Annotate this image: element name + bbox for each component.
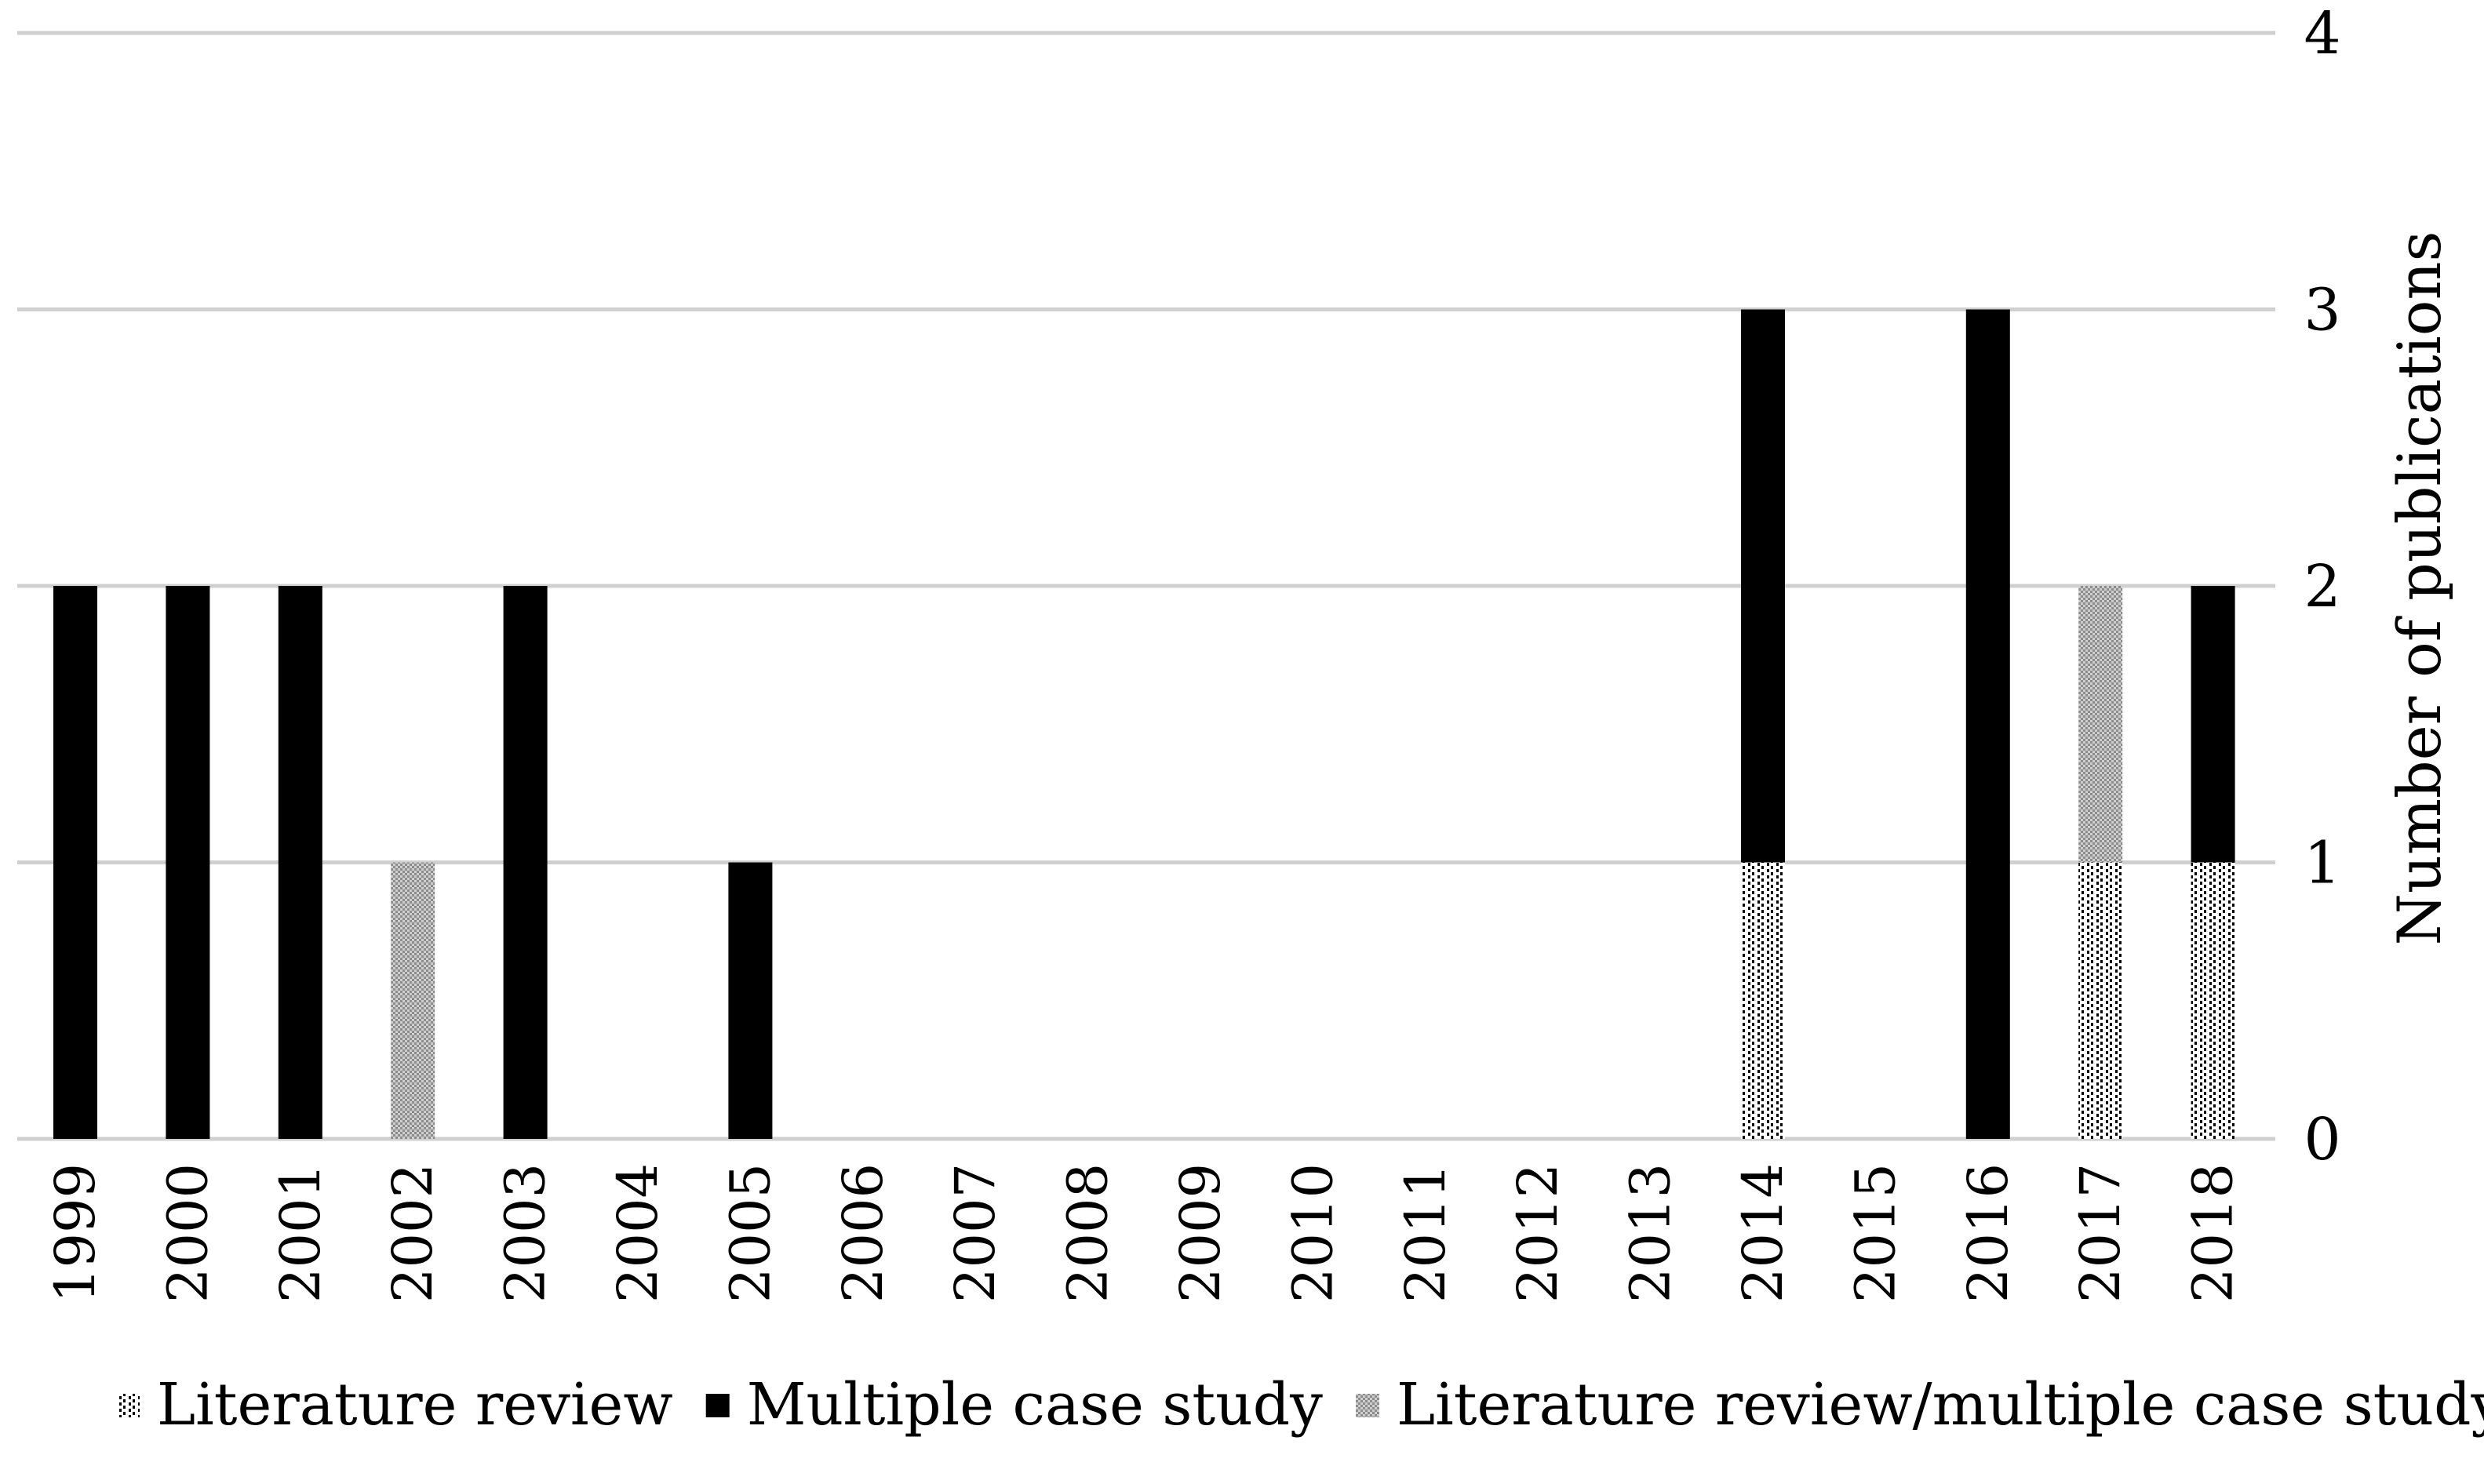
x-tick-label: 2014 bbox=[1731, 1163, 1795, 1303]
bars bbox=[53, 309, 2235, 1139]
x-tick-label: 2005 bbox=[718, 1163, 782, 1303]
bar-2001-series-1 bbox=[278, 586, 322, 1139]
bar-2005-series-1 bbox=[728, 862, 773, 1139]
x-axis-ticks: 1999 2000 2001 2002 2003 2004 2005 2006 2007 2008… bbox=[43, 1163, 2245, 1303]
x-tick-label: 2016 bbox=[1956, 1163, 2020, 1303]
x-tick-label: 1999 bbox=[43, 1163, 107, 1303]
y-tick-label: 4 bbox=[2304, 0, 2340, 67]
x-tick-label: 2006 bbox=[831, 1163, 895, 1303]
x-tick-label: 2001 bbox=[268, 1163, 333, 1303]
legend-swatch-2 bbox=[1355, 1394, 1379, 1417]
x-tick-label: 2003 bbox=[494, 1163, 558, 1303]
x-tick-label: 2000 bbox=[155, 1163, 220, 1303]
legend-label-2: Literature review/multiple case study bbox=[1397, 1371, 2484, 1439]
bar-2018-series-1 bbox=[2191, 586, 2235, 863]
legend-label-0: Literature review bbox=[157, 1371, 673, 1439]
bar-2017-series-2 bbox=[2078, 586, 2123, 863]
legend: Literature review Multiple case study Lite… bbox=[116, 1371, 2484, 1439]
bar-2000-series-1 bbox=[166, 586, 210, 1139]
x-tick-label: 2008 bbox=[1056, 1163, 1120, 1303]
x-tick-label: 2018 bbox=[2181, 1163, 2245, 1303]
bar-2014-series-1 bbox=[1741, 309, 1785, 863]
legend-swatch-0 bbox=[116, 1394, 140, 1417]
bar-2016-series-1 bbox=[1965, 309, 2010, 1139]
x-tick-label: 2004 bbox=[606, 1163, 670, 1303]
legend-swatch-1 bbox=[705, 1394, 730, 1417]
x-tick-label: 2013 bbox=[1619, 1163, 1683, 1303]
bar-2002-series-2 bbox=[391, 862, 435, 1139]
bar-2014-series-0 bbox=[1741, 862, 1785, 1139]
x-tick-label: 2015 bbox=[1843, 1163, 1907, 1303]
x-tick-label: 2007 bbox=[943, 1163, 1007, 1303]
bar-1999-series-1 bbox=[53, 586, 97, 1139]
y-tick-label: 2 bbox=[2304, 553, 2340, 620]
y-axis-ticks: 0 1 2 3 4 bbox=[2304, 0, 2340, 1173]
bar-2003-series-1 bbox=[503, 586, 548, 1139]
y-tick-label: 3 bbox=[2304, 277, 2340, 344]
gridlines bbox=[17, 31, 2275, 1141]
y-tick-label: 1 bbox=[2304, 830, 2340, 897]
y-axis-label: Number of publications bbox=[2384, 231, 2454, 946]
x-tick-label: 2012 bbox=[1506, 1163, 1570, 1303]
x-tick-label: 2011 bbox=[1393, 1163, 1458, 1303]
x-tick-label: 2009 bbox=[1168, 1163, 1233, 1303]
x-tick-label: 2002 bbox=[381, 1163, 445, 1303]
bar-2017-series-0 bbox=[2078, 862, 2123, 1139]
x-tick-label: 2017 bbox=[2068, 1163, 2133, 1303]
x-tick-label: 2010 bbox=[1280, 1163, 1345, 1303]
legend-label-1: Multiple case study bbox=[747, 1371, 1323, 1439]
y-tick-label: 0 bbox=[2304, 1106, 2340, 1173]
bar-2018-series-0 bbox=[2191, 862, 2235, 1139]
